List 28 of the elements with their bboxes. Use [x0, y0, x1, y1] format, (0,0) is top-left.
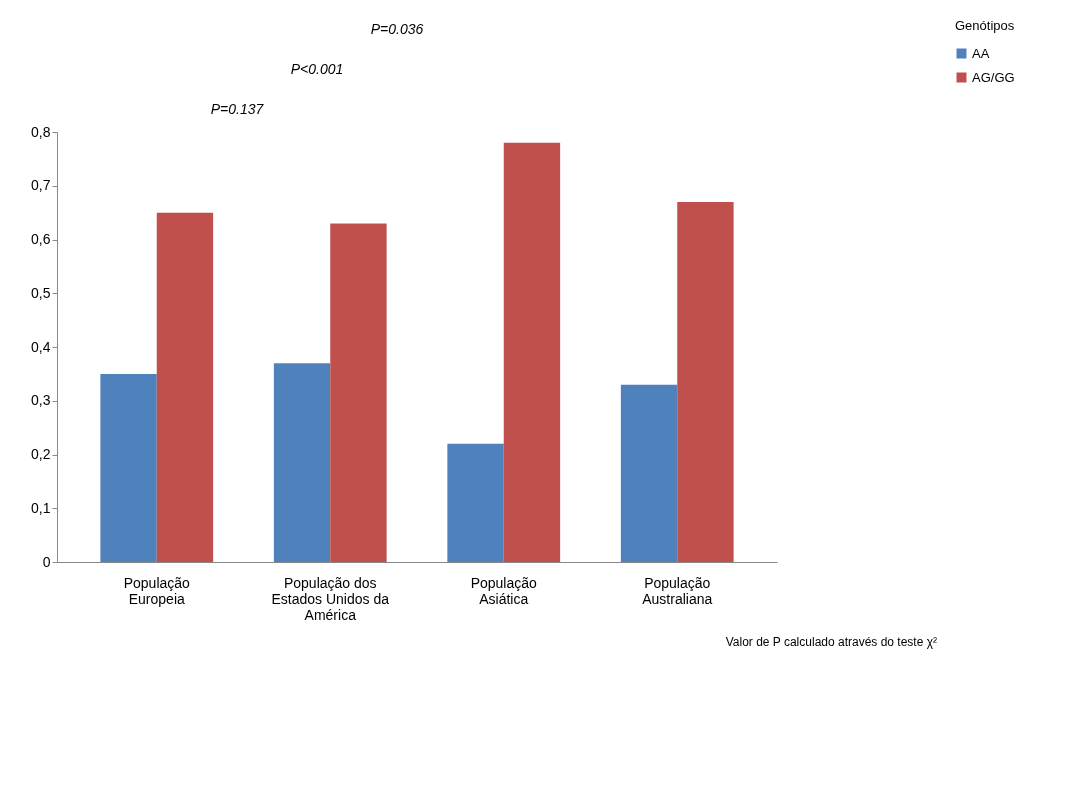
y-tick-label: 0: [42, 553, 51, 570]
y-tick-label: 0,3: [31, 392, 51, 409]
text: P=0.137: [210, 101, 265, 117]
x-tick-label: População Europeia: [123, 574, 191, 607]
x-tick-label: População Asiática: [470, 574, 538, 607]
bar: [100, 373, 157, 562]
y-tick-label: 0,1: [31, 499, 51, 516]
bar: [330, 223, 387, 562]
y-tick-label: 0,5: [31, 284, 51, 301]
x-tick-label: População Australiana: [642, 574, 713, 607]
text: Valor de P calculado através do teste χ²: [725, 635, 937, 649]
bar: [620, 384, 678, 562]
bar: [156, 212, 214, 562]
text: P=0.036: [370, 21, 424, 37]
bar: [503, 142, 561, 562]
y-tick-label: 0,8: [31, 123, 51, 140]
text: P<0.001: [290, 61, 344, 77]
y-tick-label: 0,4: [31, 338, 51, 355]
legend-title: Genótipos: [955, 18, 1015, 33]
y-tick-label: 0,6: [31, 231, 51, 247]
bar: [447, 443, 504, 562]
legend-label: AA: [972, 45, 990, 61]
bar: [273, 363, 331, 562]
y-tick-label: 0,7: [31, 177, 51, 194]
bar: [677, 201, 734, 562]
legend-label: AG/GG: [972, 69, 1015, 85]
y-tick-label: 0,2: [31, 446, 51, 462]
x-tick-label: População dos Estados Unidos da América: [271, 574, 390, 623]
